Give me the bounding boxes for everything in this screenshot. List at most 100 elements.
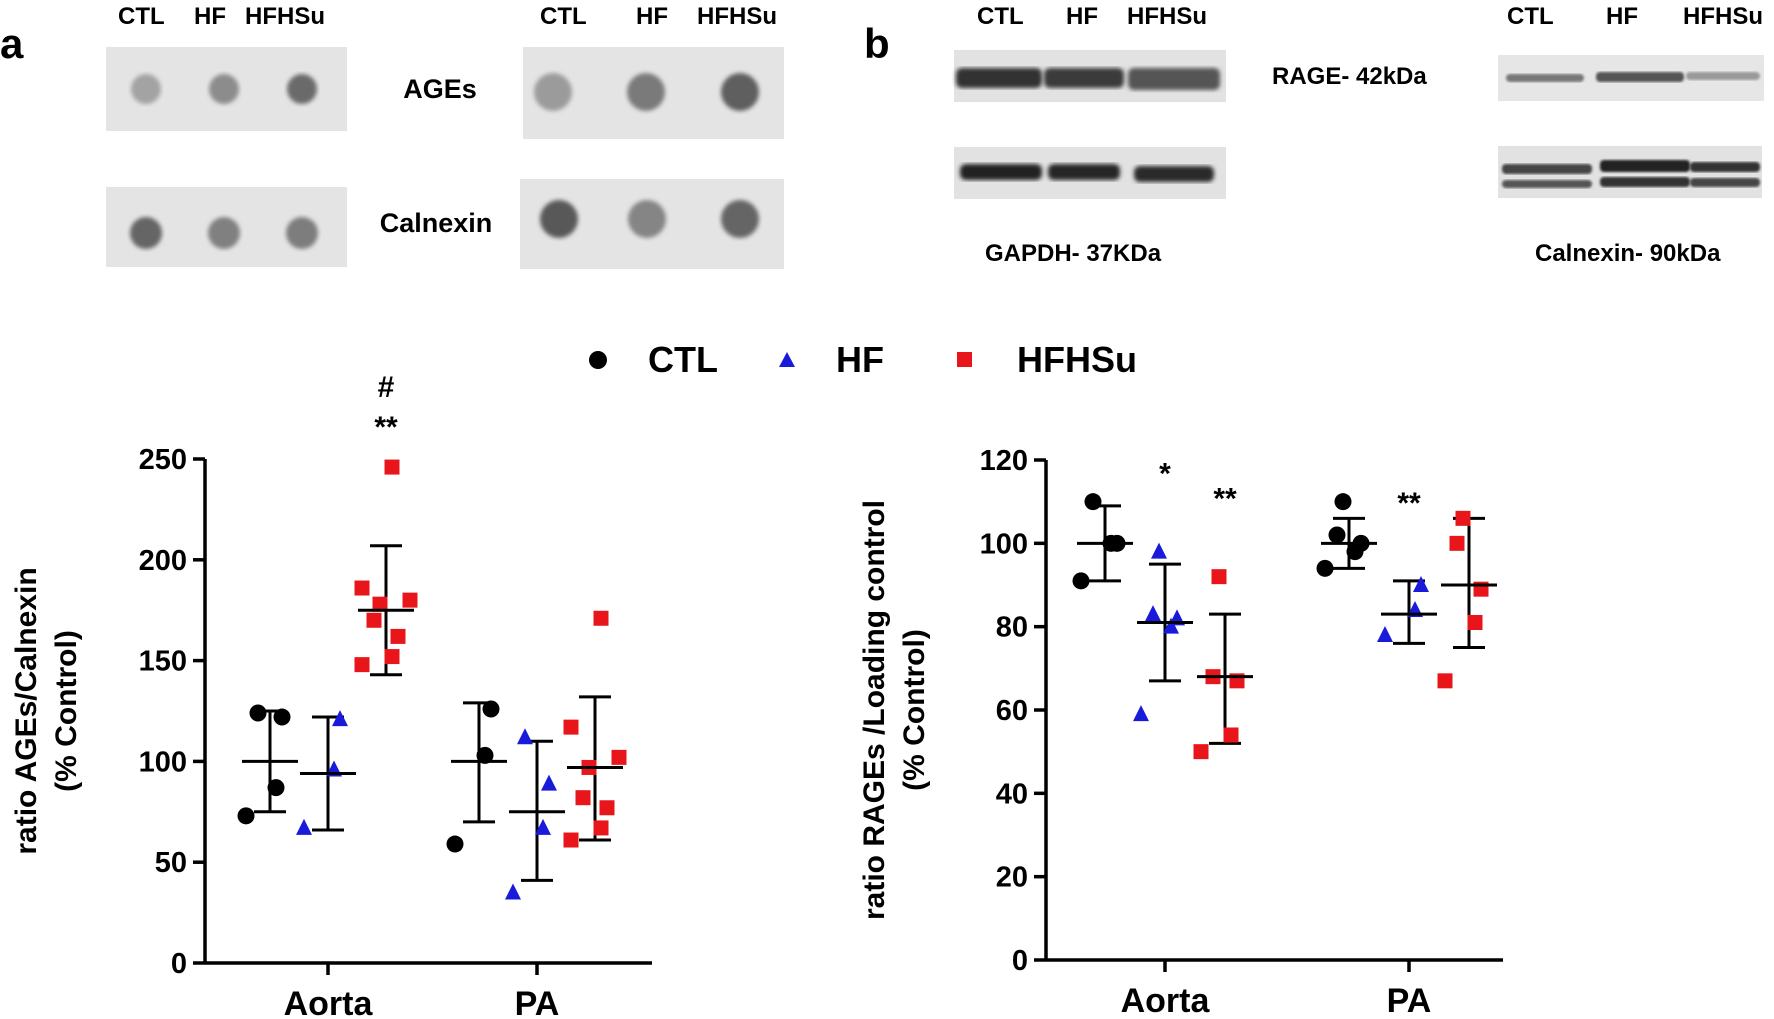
western-blot-rage	[954, 50, 1226, 102]
data-point	[1163, 617, 1179, 634]
data-point	[296, 818, 312, 835]
data-point	[1223, 727, 1239, 743]
y-tick-label: 40	[996, 778, 1028, 810]
data-point	[273, 708, 291, 726]
data-point	[1145, 605, 1161, 622]
panel-b-right-lane-labels: CTL HF HFHSu	[1507, 3, 1763, 30]
data-point	[1467, 615, 1483, 630]
row-label-calnexin: Calnexin	[380, 208, 493, 238]
chart-rages-loading: 0 20 40 60 80 100 120 Aorta PA ratio RAGEs /Loadi…	[858, 445, 1503, 1019]
western-blot-gapdh	[954, 147, 1226, 199]
data-point	[1437, 673, 1453, 689]
lane-label: CTL	[118, 3, 165, 30]
legend-marker-hf	[779, 352, 795, 367]
lane-label: HFHSu	[1683, 3, 1763, 30]
y-tick-label: 120	[980, 445, 1028, 477]
calnexin-right-spot	[540, 200, 578, 238]
y-axis-label: ratio AGEs/Calnexin (% Control)	[10, 567, 83, 854]
data-point	[563, 719, 579, 735]
panel-a-label: a	[0, 20, 24, 67]
data-point	[446, 835, 464, 853]
significance-annotation: **	[1397, 487, 1421, 520]
y-tick-label: 200	[139, 545, 187, 577]
data-point	[1072, 572, 1090, 590]
data-point	[1316, 559, 1334, 577]
data-point	[384, 649, 400, 665]
data-point	[541, 774, 557, 791]
blot-label-rage: RAGE- 42kDa	[1272, 63, 1427, 90]
data-point	[1455, 510, 1471, 526]
lane-label: HFHSu	[697, 3, 777, 30]
calnexin-right-spot	[628, 200, 666, 238]
x-tick-label: Aorta	[284, 985, 374, 1019]
ages-right-spot	[534, 73, 572, 111]
blot-label-calnexin: Calnexin- 90kDa	[1535, 240, 1721, 267]
data-point	[249, 704, 267, 722]
legend-marker-ctl	[589, 351, 607, 369]
lane-label: CTL	[1507, 3, 1554, 30]
y-tick-label: 100	[139, 746, 187, 778]
data-point	[237, 807, 255, 825]
y-axis-label: ratio RAGEs /Loading control (% Control)	[858, 500, 931, 920]
data-point	[402, 592, 418, 608]
data-point	[563, 832, 579, 848]
data-point	[1334, 493, 1352, 511]
y-tick-label: 0	[1012, 945, 1028, 977]
data-point	[384, 459, 400, 475]
lane-label: HFHSu	[245, 3, 325, 30]
x-tick-label: PA	[1387, 982, 1432, 1019]
data-point	[1449, 535, 1465, 551]
data-point	[599, 800, 615, 816]
data-point	[535, 818, 551, 835]
lane-label: CTL	[540, 3, 587, 30]
panel-b-left-lane-labels: CTL HF HFHSu	[977, 3, 1207, 30]
data-point	[593, 610, 609, 626]
calnexin-left-spot	[208, 217, 240, 249]
data-point	[1377, 626, 1393, 642]
data-point	[1193, 744, 1209, 760]
y-tick-label: 150	[139, 646, 187, 678]
y-tick-label: 20	[996, 862, 1028, 894]
data-point	[476, 746, 494, 764]
panel-b-label: b	[864, 20, 890, 67]
panel-a-left-lane-labels: CTL HF HFHSu	[118, 3, 325, 30]
data-point	[1151, 542, 1167, 559]
calnexin-left-spot	[286, 217, 318, 249]
data-point	[482, 700, 500, 718]
lane-label: HFHSu	[1127, 3, 1207, 30]
blot-label-gapdh: GAPDH- 37KDa	[985, 240, 1162, 267]
data-point	[1328, 526, 1346, 544]
significance-annotation: *	[1159, 458, 1171, 491]
legend-label-hf: HF	[836, 339, 884, 380]
legend-label-hfhsu: HFHSu	[1017, 339, 1137, 380]
data-point	[372, 596, 388, 612]
lane-label: CTL	[977, 3, 1024, 30]
data-point	[354, 580, 370, 596]
x-tick-label: Aorta	[1121, 982, 1211, 1019]
data-point	[517, 728, 533, 745]
data-point	[332, 710, 348, 727]
data-point	[575, 790, 591, 806]
western-blot-rage-right	[1498, 55, 1764, 101]
x-tick-label: PA	[515, 985, 560, 1019]
data-point	[611, 749, 627, 765]
y-tick-label: 60	[996, 695, 1028, 727]
data-point	[505, 883, 521, 900]
calnexin-right-spot	[721, 200, 759, 238]
ages-left-spot	[131, 74, 161, 104]
lane-label: HF	[1606, 3, 1638, 30]
y-tick-label: 80	[996, 612, 1028, 644]
data-point	[1413, 576, 1429, 592]
lane-label: HF	[636, 3, 668, 30]
legend-label-ctl: CTL	[648, 339, 718, 380]
y-tick-label: 100	[980, 528, 1028, 560]
data-point	[390, 628, 406, 644]
data-point	[366, 612, 382, 628]
chart-ages-calnexin: 0 50 100 150 200 250 Aorta PA ratio AGEs/Calnexi…	[10, 371, 652, 1019]
data-point	[593, 820, 609, 836]
legend-marker-hfhsu	[957, 352, 972, 367]
data-point	[267, 779, 285, 797]
lane-label: HF	[194, 3, 226, 30]
panel-a-right-lane-labels: CTL HF HFHSu	[540, 3, 777, 30]
